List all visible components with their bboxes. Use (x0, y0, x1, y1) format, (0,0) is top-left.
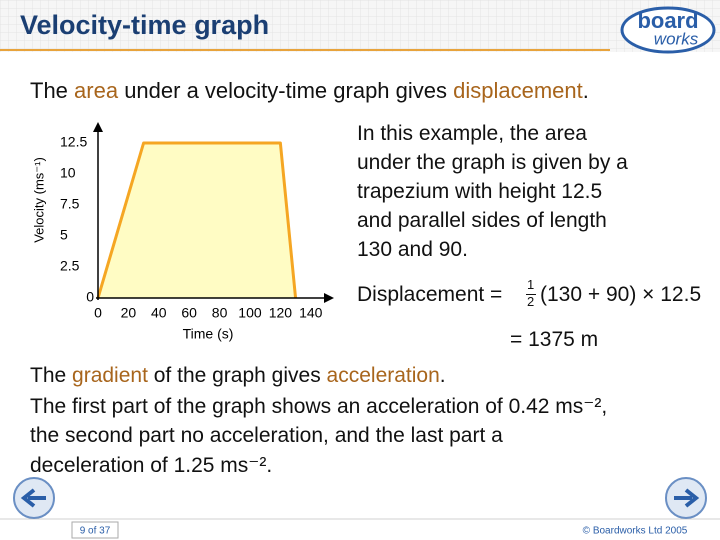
x-tick-label: 140 (299, 305, 323, 321)
y-tick-label: 7.5 (60, 196, 80, 212)
logo-word: board (637, 8, 698, 33)
area-line (96, 141, 298, 299)
highlight: area (74, 78, 119, 103)
title: Velocity-time graph (20, 10, 270, 40)
axis-arrow (93, 122, 103, 132)
formula-rhs: (130 + 90) × 12.5 (540, 283, 702, 306)
fraction-bar (526, 294, 536, 295)
prev-arrow[interactable] (20, 488, 46, 508)
explanation-line: under the graph is given by a (357, 151, 628, 174)
formula-result: = 1375 m (510, 328, 599, 351)
header-grid (0, 0, 720, 52)
explanation-line: 130 and 90. (357, 238, 468, 261)
page-box (71, 521, 119, 539)
axis-arrow (324, 293, 334, 303)
text: under a velocity-time graph gives (118, 78, 454, 103)
explanation-line: In this example, the area (357, 122, 587, 145)
formula-lhs: Displacement = (357, 283, 503, 306)
x-tick-label: 40 (151, 305, 167, 321)
x-tick-label: 60 (181, 305, 197, 321)
gradient-line: the second part no acceleration, and the… (30, 423, 503, 447)
gradient-line: deceleration of 1.25 ms⁻². (30, 454, 273, 477)
x-tick-label: 20 (121, 305, 137, 321)
explanation-line: trapezium with height 12.5 (357, 180, 603, 203)
x-tick-label: 0 (94, 305, 102, 321)
gradient-line: The gradient of the graph gives accelera… (30, 364, 446, 388)
text: The (30, 364, 73, 387)
y-tick-label: 0 (86, 289, 94, 305)
intro: The area under a velocity-time graph giv… (30, 78, 589, 104)
logo-word: works (654, 29, 699, 48)
highlight: gradient (72, 364, 148, 387)
y-tick-label: 12.5 (60, 134, 87, 150)
fraction-denominator: 2 (527, 294, 535, 309)
text: The (30, 78, 75, 103)
x-tick-label: 80 (212, 305, 228, 321)
logo-ring (620, 6, 716, 54)
text: . (582, 78, 589, 103)
y-tick-label: 10 (60, 165, 76, 181)
copyright: © Boardworks Ltd 2005 (583, 526, 688, 537)
highlight: acceleration (326, 364, 440, 387)
explanation-line: and parallel sides of length (357, 209, 607, 232)
highlight: displacement (453, 78, 583, 103)
y-tick-label: 2.5 (60, 258, 80, 274)
fraction-numerator: 1 (527, 277, 535, 292)
x-tick-label: 120 (269, 305, 293, 321)
y-axis-label: Velocity (ms⁻¹) (31, 157, 46, 243)
x-tick-label: 100 (238, 305, 262, 321)
page-number: 9 of 37 (80, 526, 111, 537)
text: of the graph gives (147, 364, 327, 387)
next-arrow[interactable] (674, 488, 700, 508)
y-tick-label: 5 (60, 227, 68, 243)
gradient-line: The first part of the graph shows an acc… (30, 395, 608, 418)
x-axis-label: Time (s) (183, 326, 234, 342)
text: . (439, 364, 446, 387)
